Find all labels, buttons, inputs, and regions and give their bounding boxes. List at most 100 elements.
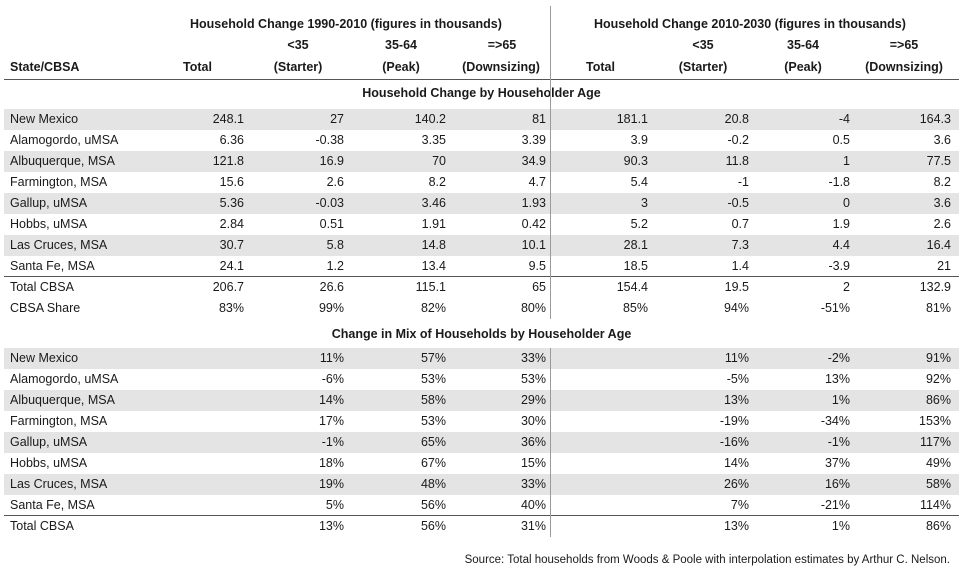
- table-cell: 4.7: [528, 175, 546, 189]
- row-label: Farmington, MSA: [10, 414, 108, 428]
- row-label: Santa Fe, MSA: [10, 259, 95, 273]
- row-band: [4, 109, 959, 130]
- table-cell: 8.2: [933, 175, 951, 189]
- table-cell: 36%: [520, 435, 546, 449]
- row-band: [4, 348, 959, 369]
- table-cell: 67%: [420, 456, 446, 470]
- table-cell: 3.9: [630, 133, 648, 147]
- table-cell: -1%: [827, 435, 850, 449]
- table-cell: 1.93: [521, 196, 546, 210]
- table-cell: 18.5: [623, 259, 648, 273]
- table-cell: 1.9: [832, 217, 850, 231]
- table-cell: 77.5: [926, 154, 951, 168]
- table-cell: 34.9: [521, 154, 546, 168]
- table-cell: 0.5: [832, 133, 850, 147]
- table-cell: 27: [330, 112, 344, 126]
- table-cell: 0: [843, 196, 850, 210]
- table-cell: 49%: [925, 456, 951, 470]
- table-cell: 9.5: [528, 259, 546, 273]
- row-label: Alamogordo, uMSA: [10, 133, 119, 147]
- group-divider: [550, 6, 551, 319]
- table-cell: 3: [641, 196, 648, 210]
- table-cell: 114%: [919, 498, 951, 512]
- section1-title: Household Change by Householder Age: [362, 86, 601, 100]
- table-cell: 3.46: [421, 196, 446, 210]
- row-label: New Mexico: [10, 112, 79, 126]
- peak-header-2: (Peak): [784, 60, 822, 74]
- table-cell: 13%: [723, 393, 749, 407]
- table-cell: 91%: [925, 351, 951, 365]
- row-label: Las Cruces, MSA: [10, 238, 108, 252]
- table-cell: 92%: [925, 372, 951, 386]
- row-label: Gallup, uMSA: [10, 435, 88, 449]
- total-header-2: Total: [586, 60, 615, 74]
- table-cell: 6.36: [219, 133, 244, 147]
- table-cell: -0.5: [727, 196, 749, 210]
- table-cell: 7.3: [731, 238, 749, 252]
- table-cell: 13%: [824, 372, 850, 386]
- table-cell: -2%: [827, 351, 850, 365]
- peak-header-1: (Peak): [382, 60, 420, 74]
- row-label: Total CBSA: [10, 519, 74, 533]
- table-cell: 2.6: [933, 217, 951, 231]
- table-cell: 0.42: [521, 217, 546, 231]
- table-cell: 10.1: [521, 238, 546, 252]
- table-cell: 121.8: [212, 154, 244, 168]
- table-cell: 28.1: [623, 238, 648, 252]
- table-cell: 56%: [420, 519, 446, 533]
- table-cell: 29%: [520, 393, 546, 407]
- table-cell: 5.36: [219, 196, 244, 210]
- table-cell: 13%: [723, 519, 749, 533]
- table-cell: 132.9: [919, 280, 951, 294]
- row-label: Las Cruces, MSA: [10, 477, 108, 491]
- table-cell: 70: [432, 154, 446, 168]
- group-divider: [550, 348, 551, 537]
- downsizing-header-2: (Downsizing): [865, 60, 943, 74]
- table-cell: -1%: [321, 435, 344, 449]
- table-cell: 5.2: [630, 217, 648, 231]
- row-label: Farmington, MSA: [10, 175, 108, 189]
- table-cell: 40%: [520, 498, 546, 512]
- table-cell: 19.5: [724, 280, 749, 294]
- table-cell: 3.6: [933, 196, 951, 210]
- table-cell: 26%: [723, 477, 749, 491]
- table-cell: 18%: [318, 456, 344, 470]
- table-cell: 24.1: [219, 259, 244, 273]
- table-cell: 2.84: [219, 217, 244, 231]
- row-label: Albuquerque, MSA: [10, 154, 115, 168]
- table-cell: 33%: [520, 351, 546, 365]
- table-cell: -6%: [321, 372, 344, 386]
- table-cell: 11.8: [725, 154, 749, 168]
- table-cell: 37%: [824, 456, 850, 470]
- table-cell: 57%: [420, 351, 446, 365]
- table-cell: -0.38: [315, 133, 345, 147]
- table-cell: 8.2: [428, 175, 446, 189]
- row-label: Hobbs, uMSA: [10, 456, 88, 470]
- table-cell: 53%: [420, 414, 446, 428]
- table-cell: -51%: [820, 301, 850, 315]
- starter-header-2: (Starter): [678, 60, 728, 74]
- table-cell: -1: [737, 175, 749, 189]
- table-cell: 30.7: [219, 238, 244, 252]
- table-cell: 48%: [420, 477, 446, 491]
- table-cell: 94%: [723, 301, 749, 315]
- table-cell: 83%: [218, 301, 244, 315]
- table-cell: 15.6: [219, 175, 244, 189]
- table-cell: 90.3: [623, 154, 648, 168]
- table-cell: 3.6: [933, 133, 951, 147]
- table-cell: 5.8: [326, 238, 344, 252]
- table-cell: 2: [843, 280, 850, 294]
- table-cell: 16.9: [319, 154, 344, 168]
- table-cell: 19%: [318, 477, 344, 491]
- table-cell: 14.8: [421, 238, 446, 252]
- table-cell: 13%: [318, 519, 344, 533]
- table-cell: 65: [532, 280, 546, 294]
- table-cell: 7%: [730, 498, 749, 512]
- table-cell: 153%: [919, 414, 951, 428]
- table-cell: 86%: [925, 393, 951, 407]
- table-cell: 11%: [319, 351, 344, 365]
- table-cell: 80%: [520, 301, 546, 315]
- table-cell: 21: [937, 259, 951, 273]
- table-cell: 86%: [925, 519, 951, 533]
